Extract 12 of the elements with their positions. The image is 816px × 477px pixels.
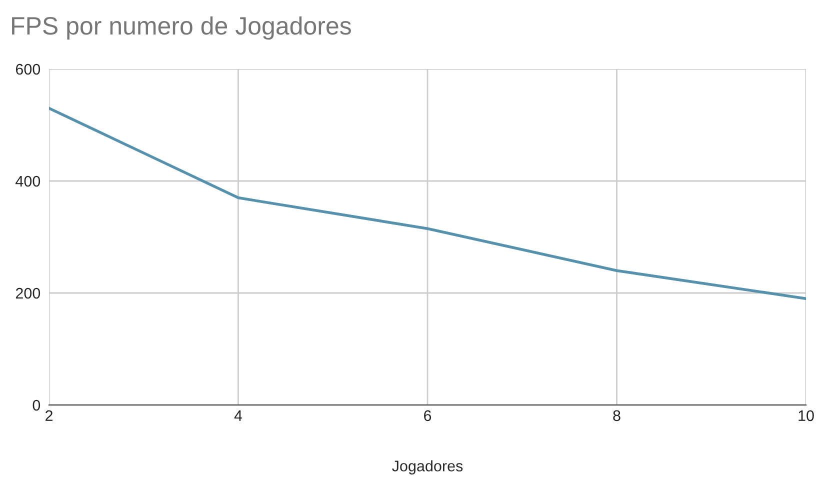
x-tick-label: 2 <box>46 410 52 421</box>
y-tick-label: 200 <box>16 288 40 299</box>
x-tick-label: 10 <box>798 410 814 422</box>
y-tick-label: 400 <box>16 176 40 187</box>
y-tick-label: 600 <box>16 64 40 75</box>
x-tick-label: 4 <box>234 410 242 421</box>
x-tick-label: 8 <box>613 410 620 422</box>
chart-title: FPS por numero de Jogadores <box>12 16 351 40</box>
x-tick-label: 6 <box>424 410 432 422</box>
x-axis-title: Jogadores <box>392 460 463 474</box>
y-tick-label: 0 <box>32 400 40 411</box>
line-series <box>49 106 806 300</box>
